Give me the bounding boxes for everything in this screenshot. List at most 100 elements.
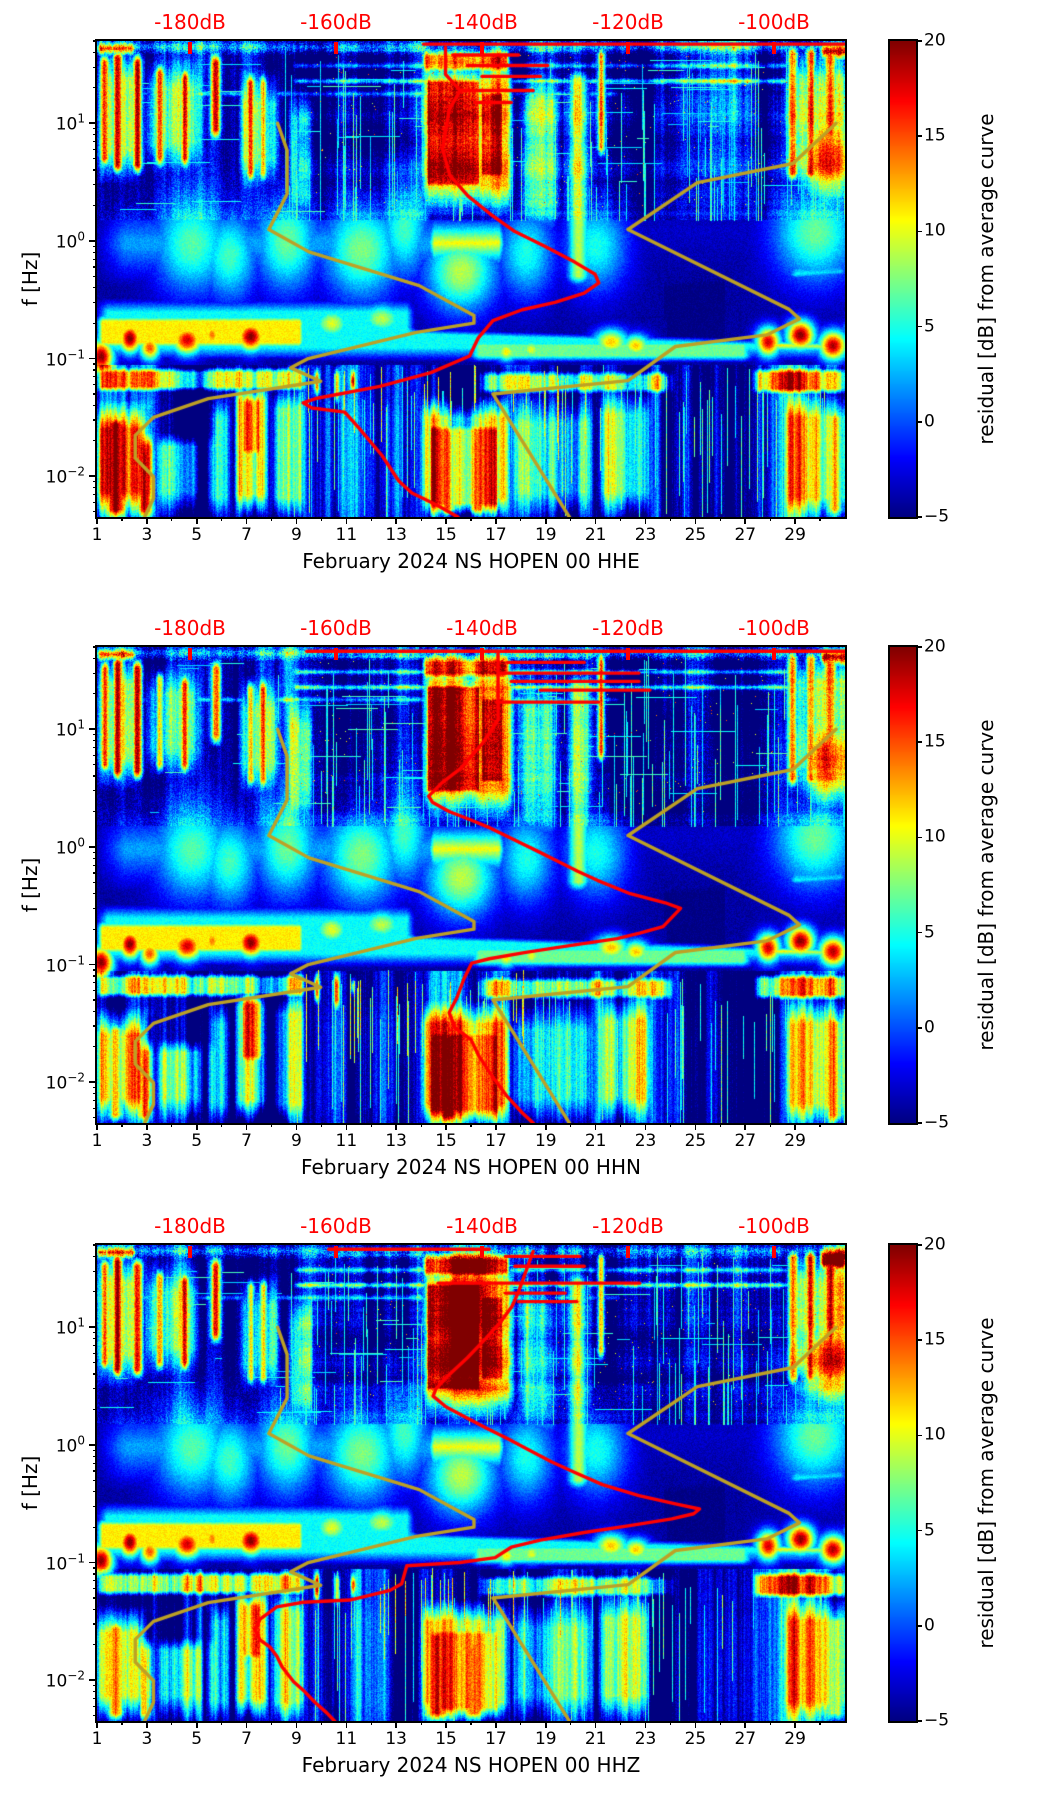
- y-minor-tick: [93, 1338, 97, 1340]
- y-minor-tick: [93, 1462, 97, 1464]
- x-tick: [295, 1721, 298, 1728]
- colorbar-tick: [916, 836, 922, 839]
- x-tick: [694, 517, 697, 524]
- y-minor-tick: [93, 1332, 97, 1334]
- colorbar-tick-label: 15: [924, 125, 946, 146]
- y-minor-tick: [93, 881, 97, 883]
- y-minor-tick: [93, 1479, 97, 1481]
- top-db-label: -140dB: [446, 10, 518, 34]
- x-minor-tick: [570, 517, 572, 521]
- top-db-tick: [188, 648, 192, 660]
- y-minor-tick: [93, 1388, 97, 1390]
- x-tick-label: 17: [485, 1131, 507, 1151]
- y-minor-tick: [93, 1255, 97, 1257]
- colorbar-tick-label: 10: [924, 826, 946, 847]
- x-tick-label: 21: [584, 1131, 607, 1151]
- y-minor-tick: [93, 740, 97, 742]
- x-tick-label: 11: [335, 1729, 358, 1749]
- x-minor-tick: [620, 1721, 622, 1725]
- x-minor-tick: [370, 517, 372, 521]
- x-tick: [96, 1721, 98, 1728]
- colorbar-tick-label: −5: [924, 506, 950, 527]
- x-tick: [744, 517, 747, 524]
- y-minor-tick: [93, 1352, 97, 1354]
- x-tick-label: 5: [191, 1131, 203, 1151]
- y-minor-tick: [93, 501, 97, 503]
- y-minor-tick: [93, 851, 97, 853]
- x-minor-tick: [221, 517, 223, 521]
- top-db-tick: [188, 42, 192, 54]
- x-tick-label: 29: [784, 1131, 806, 1151]
- spectrogram-canvas-hhn: [97, 647, 845, 1123]
- x-tick-label: 27: [734, 1131, 757, 1151]
- y-tick: [89, 1081, 97, 1083]
- x-tick: [694, 1123, 697, 1130]
- top-db-label: -160dB: [300, 616, 372, 640]
- colorbar-canvas: [890, 1245, 916, 1721]
- y-minor-tick: [93, 440, 97, 442]
- x-minor-tick: [470, 1721, 472, 1725]
- colorbar-tick-label: 20: [924, 1234, 946, 1255]
- y-minor-tick: [93, 1046, 97, 1048]
- colorbar-tick-label: 5: [924, 922, 935, 943]
- x-tick-label: 21: [584, 525, 607, 545]
- colorbar-canvas: [890, 41, 916, 517]
- y-minor-tick: [93, 754, 97, 756]
- y-minor-tick: [93, 1291, 97, 1293]
- top-db-tick: [334, 648, 338, 660]
- y-minor-tick: [93, 1244, 97, 1246]
- y-minor-tick: [93, 275, 97, 277]
- y-minor-tick: [93, 363, 97, 365]
- colorbar-tick: [916, 1434, 922, 1437]
- y-minor-tick: [93, 258, 97, 260]
- x-tick: [545, 517, 547, 524]
- colorbar-tick: [916, 325, 922, 328]
- x-tick: [96, 1123, 98, 1130]
- y-tick-label: 101: [55, 1315, 85, 1339]
- x-minor-tick: [171, 1123, 173, 1127]
- top-db-label: -140dB: [446, 616, 518, 640]
- colorbar-tick: [916, 646, 922, 648]
- x-minor-tick: [320, 1721, 322, 1725]
- colorbar-tick-label: 5: [924, 316, 935, 337]
- x-minor-tick: [420, 1123, 422, 1127]
- y-minor-tick: [93, 87, 97, 89]
- colorbar-label: residual [dB] from average curve: [974, 113, 998, 445]
- y-tick: [89, 122, 97, 125]
- top-db-label: -160dB: [300, 10, 372, 34]
- x-tick: [694, 1721, 697, 1728]
- y-minor-tick: [93, 51, 97, 53]
- y-minor-tick: [93, 999, 97, 1001]
- x-tick: [445, 517, 447, 524]
- top-db-label: -180dB: [154, 10, 226, 34]
- y-minor-tick: [93, 857, 97, 859]
- y-minor-tick: [93, 301, 97, 303]
- y-tick: [89, 846, 97, 848]
- x-minor-tick: [719, 1123, 721, 1127]
- y-minor-tick: [93, 1705, 97, 1707]
- y-minor-tick: [93, 204, 97, 207]
- y-tick-label: 100: [55, 1433, 85, 1457]
- x-minor-tick: [669, 517, 672, 521]
- x-tick: [245, 1721, 248, 1728]
- y-minor-tick: [93, 376, 97, 378]
- y-minor-tick: [93, 1270, 97, 1272]
- y-minor-tick: [93, 646, 97, 648]
- x-minor-tick: [470, 1123, 472, 1127]
- x-minor-tick: [121, 1123, 123, 1127]
- top-db-tick: [480, 1246, 484, 1258]
- y-tick: [89, 1561, 97, 1564]
- x-tick-label: 3: [141, 525, 153, 545]
- y-minor-tick: [93, 1505, 97, 1507]
- y-minor-tick: [93, 1099, 97, 1101]
- x-minor-tick: [270, 1721, 273, 1725]
- x-tick-label: 13: [385, 1131, 408, 1151]
- y-minor-tick: [93, 287, 97, 289]
- x-minor-tick: [420, 1721, 422, 1725]
- top-db-label: -120dB: [592, 10, 664, 34]
- y-minor-tick: [93, 1408, 97, 1411]
- colorbar-tick: [916, 40, 922, 42]
- colorbar-tick-label: 20: [924, 30, 946, 51]
- colorbar-tick-label: 0: [924, 1017, 935, 1038]
- y-minor-tick: [93, 1715, 97, 1717]
